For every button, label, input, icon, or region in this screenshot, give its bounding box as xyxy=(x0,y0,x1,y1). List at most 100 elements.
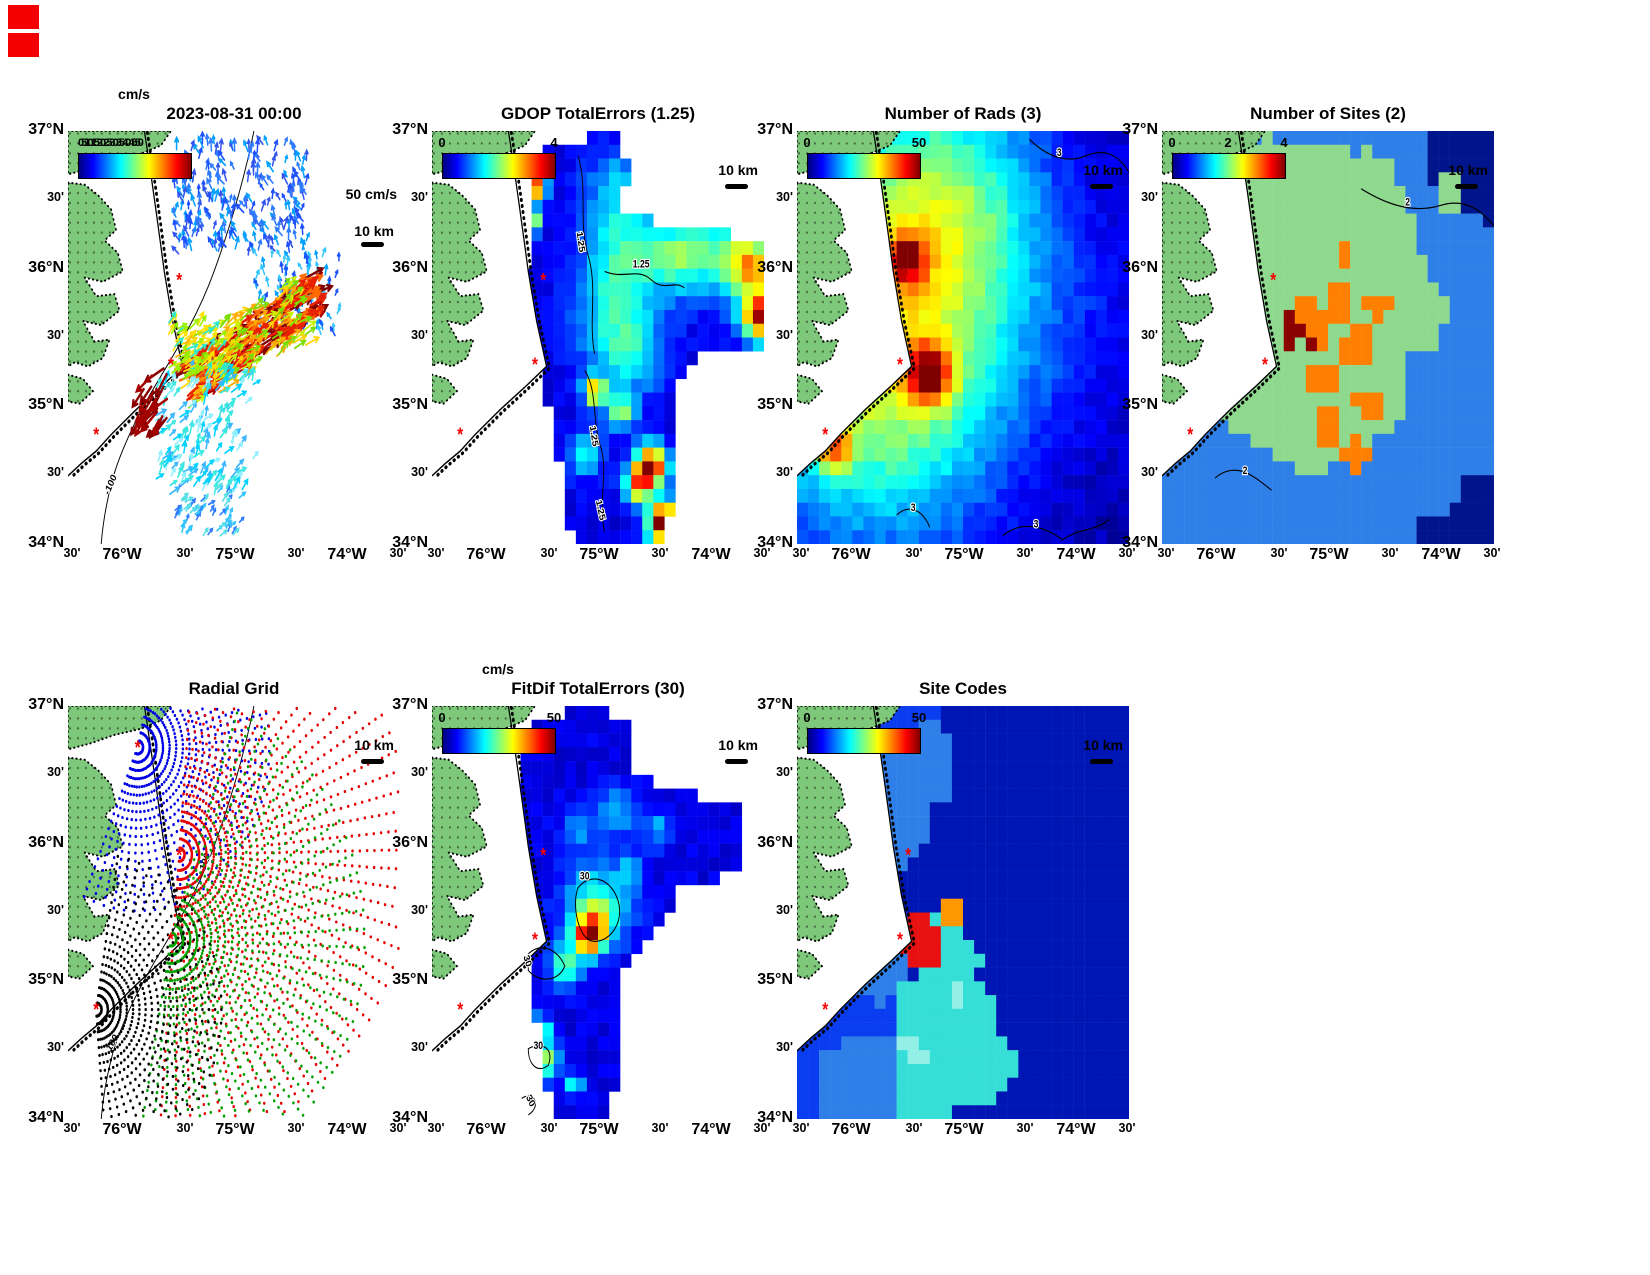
y-tick-label: 36°N xyxy=(392,834,428,851)
radar-site-marker: * xyxy=(457,424,463,446)
panel-title: Radial Grid xyxy=(188,679,280,698)
contour-label: 2 xyxy=(1243,465,1248,477)
y-tick-label: 35°N xyxy=(392,396,428,413)
colorbar-tick-label: 50 xyxy=(911,710,927,725)
colorbar-tick-label: 0 xyxy=(1168,135,1176,150)
km-scale-label: 10 km xyxy=(1448,162,1488,178)
x-tick-label: 30' xyxy=(792,1121,810,1135)
map-canvas: 22**** xyxy=(1162,131,1494,544)
map-canvas: 333**** xyxy=(797,131,1129,544)
radar-site-marker: * xyxy=(905,269,911,291)
radar-site-marker: * xyxy=(176,844,182,866)
x-tick-label: 30' xyxy=(792,546,810,560)
colorbar xyxy=(1172,153,1286,179)
km-scale-bar xyxy=(725,184,748,189)
km-scale-bar xyxy=(361,759,384,764)
y-tick-label: 36°N xyxy=(1122,259,1158,276)
panel-number-of-sites: Number of Sites (2) 37°N 30' 36°N 30' 35°N 30'… xyxy=(1122,104,1500,563)
x-tick-label: 76°W xyxy=(466,1121,506,1138)
y-tick-label: 35°N xyxy=(757,971,793,988)
y-tick-label: 30' xyxy=(776,765,793,779)
contour-label: 3 xyxy=(1057,147,1062,159)
map-canvas: 1.251.251.251.25**** xyxy=(432,131,764,544)
x-tick-label: 75°W xyxy=(944,1121,984,1138)
current-vectors xyxy=(181,482,240,537)
x-tick-label: 30' xyxy=(287,1121,305,1135)
radar-site-marker: * xyxy=(822,999,828,1021)
y-tick-label: 30' xyxy=(776,190,793,204)
radar-site-marker: * xyxy=(532,353,538,375)
contour-line xyxy=(1002,518,1110,541)
x-tick-label: 74°W xyxy=(691,1121,731,1138)
x-tick-label: 30' xyxy=(287,546,305,560)
contour-label: 2 xyxy=(1405,197,1410,209)
x-tick-label: 76°W xyxy=(831,546,871,563)
contour-label: 30 xyxy=(533,1040,543,1052)
radar-site-marker: * xyxy=(822,424,828,446)
km-scale-label: 10 km xyxy=(718,737,758,753)
radar-site-marker: * xyxy=(457,999,463,1021)
panel-title: FitDif TotalErrors (30) xyxy=(511,679,685,698)
colorbar-tick-label: 0 xyxy=(438,710,446,725)
y-tick-label: 35°N xyxy=(28,396,64,413)
colorbar-tick-label: 50 xyxy=(911,135,927,150)
colorbar-tick-label: 0 xyxy=(803,135,811,150)
y-tick-label: 30' xyxy=(47,765,64,779)
y-tick-label: 30' xyxy=(776,328,793,342)
panel-title: Number of Rads (3) xyxy=(884,104,1042,123)
red-marker xyxy=(8,33,39,57)
y-tick-label: 30' xyxy=(411,1040,428,1054)
radar-site-marker: * xyxy=(93,424,99,446)
x-tick-label: 75°W xyxy=(215,1121,255,1138)
y-tick-label: 30' xyxy=(411,903,428,917)
colorbar-tick-label: 0 xyxy=(803,710,811,725)
km-scale-label: 10 km xyxy=(1083,737,1123,753)
y-tick-label: 37°N xyxy=(757,696,793,713)
x-tick-label: 75°W xyxy=(1309,546,1349,563)
contour-label: 1.25 xyxy=(574,231,587,254)
y-tick-label: 37°N xyxy=(392,696,428,713)
radial-grid-dots xyxy=(142,711,366,1118)
panel-surface-currents: 2023-08-31 00:00 cm/s 37°N 30' 36°N 30' 35°N 30… xyxy=(28,86,406,563)
km-scale-label: 10 km xyxy=(354,737,394,753)
contour-line xyxy=(604,270,685,289)
radar-site-marker: * xyxy=(168,928,174,950)
colorbar xyxy=(807,728,921,754)
contour-line xyxy=(1029,138,1129,173)
current-vectors xyxy=(155,360,262,491)
x-tick-label: 74°W xyxy=(327,546,367,563)
x-tick-label: 76°W xyxy=(1196,546,1236,563)
x-tick-label: 30' xyxy=(1118,1121,1136,1135)
current-vectors xyxy=(155,365,256,496)
km-scale-bar xyxy=(725,759,748,764)
x-tick-label: 30' xyxy=(651,1121,669,1135)
y-tick-label: 30' xyxy=(1141,190,1158,204)
colorbar-tick-label: 4 xyxy=(1280,135,1288,150)
y-tick-label: 30' xyxy=(47,465,64,479)
contour-label: 1.25 xyxy=(633,258,650,270)
x-tick-label: 30' xyxy=(389,1121,407,1135)
x-tick-label: 75°W xyxy=(579,1121,619,1138)
x-tick-label: 30' xyxy=(753,546,771,560)
x-tick-label: 74°W xyxy=(327,1121,367,1138)
x-tick-label: 30' xyxy=(1016,1121,1034,1135)
x-tick-label: 74°W xyxy=(1421,546,1461,563)
colorbar xyxy=(442,728,556,754)
km-scale-bar xyxy=(361,242,384,247)
y-tick-label: 37°N xyxy=(757,121,793,138)
x-tick-label: 74°W xyxy=(1056,1121,1096,1138)
x-tick-label: 76°W xyxy=(831,1121,871,1138)
radar-site-marker: * xyxy=(532,928,538,950)
radar-site-marker: * xyxy=(1262,353,1268,375)
y-tick-label: 37°N xyxy=(28,696,64,713)
x-tick-label: 30' xyxy=(63,546,81,560)
current-vectors xyxy=(168,134,332,336)
reference-vector-label: 50 cm/s xyxy=(345,186,397,202)
y-tick-label: 36°N xyxy=(757,834,793,851)
km-scale-label: 10 km xyxy=(1083,162,1123,178)
x-tick-label: 74°W xyxy=(1056,546,1096,563)
y-tick-label: 30' xyxy=(47,328,64,342)
